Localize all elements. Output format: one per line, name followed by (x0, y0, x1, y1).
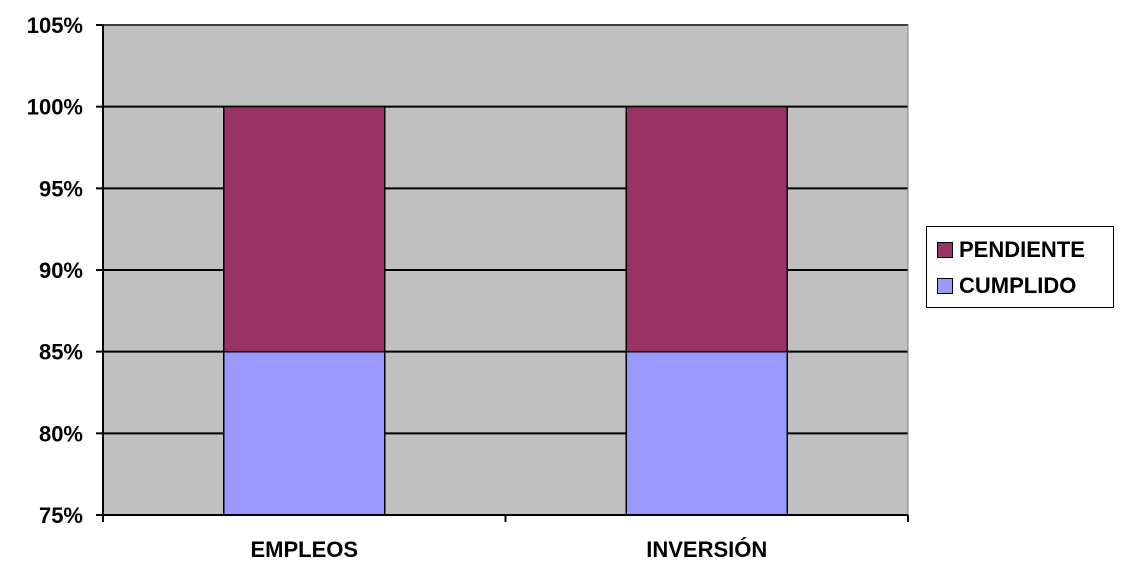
y-tick-label-3: 90% (39, 258, 83, 283)
bar-cumplido-1 (625, 350, 788, 516)
legend-item-pendiente: PENDIENTE (937, 235, 1085, 265)
x-category-label-0: EMPLEOS (250, 537, 358, 562)
bar-pendiente-1 (625, 105, 788, 353)
legend: PENDIENTE CUMPLIDO (926, 226, 1114, 308)
y-tick-label-6: 105% (27, 13, 83, 38)
y-axis-ticks: 75% 80% 85% 90% 95% 100% 105% (27, 13, 103, 528)
y-tick-label-0: 75% (39, 503, 83, 528)
y-tick-label-5: 100% (27, 95, 83, 120)
y-tick-label-1: 80% (39, 421, 83, 446)
legend-swatch-cumplido (937, 278, 953, 294)
bar-cumplido-0 (223, 350, 386, 516)
legend-swatch-pendiente (937, 242, 953, 258)
x-category-label-1: INVERSIÓN (646, 537, 767, 562)
legend-item-cumplido: CUMPLIDO (937, 271, 1076, 301)
legend-label-cumplido: CUMPLIDO (959, 273, 1077, 298)
y-tick-label-2: 85% (39, 340, 83, 365)
bar-pendiente-0 (223, 105, 386, 353)
y-tick-label-4: 95% (39, 176, 83, 201)
legend-label-pendiente: PENDIENTE (959, 237, 1085, 262)
x-axis-labels: EMPLEOS INVERSIÓN (250, 537, 767, 562)
bars (223, 105, 788, 516)
